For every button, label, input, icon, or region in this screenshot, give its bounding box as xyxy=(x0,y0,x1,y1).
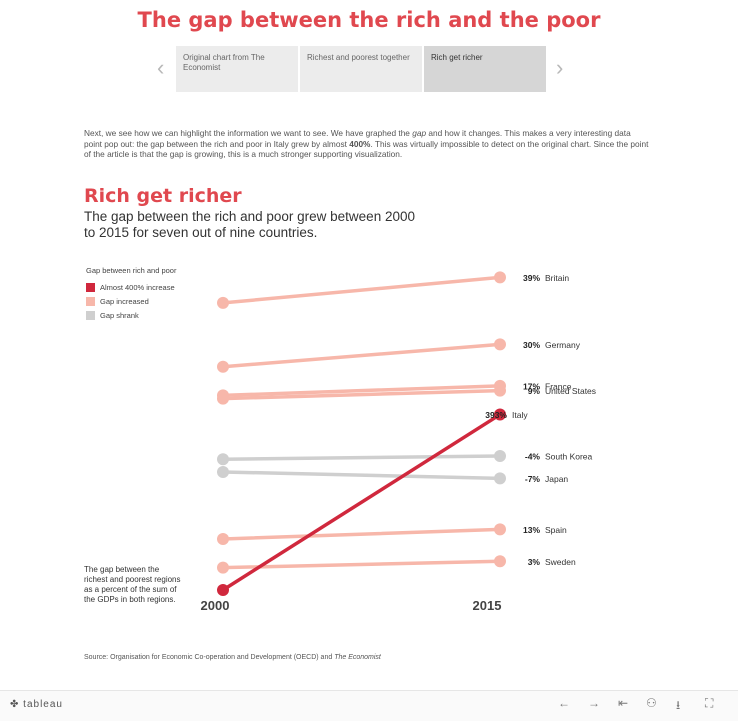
point-2015-sweden xyxy=(494,555,506,568)
legend-swatch-increased xyxy=(86,296,95,306)
change-label-united-states: 9% xyxy=(528,386,541,396)
country-label-france: France xyxy=(545,381,572,391)
point-2000-spain xyxy=(217,532,229,545)
country-label-japan: Japan xyxy=(545,474,568,484)
page-title: The gap between the rich and the poor xyxy=(137,8,601,32)
legend-swatch-increase-400 xyxy=(86,282,95,292)
slope-chart: 39% Britain 30% Germany 17% France 9% United St… xyxy=(201,271,596,613)
story-point-original[interactable]: Original chart from The Economist xyxy=(176,46,298,92)
country-label-spain: Spain xyxy=(545,525,567,535)
point-2015-germany xyxy=(494,338,506,351)
x-tick-label: 2015 xyxy=(473,598,502,613)
tableau-logo[interactable]: ✤ tableau xyxy=(10,699,63,710)
point-2015-united-states xyxy=(494,384,506,397)
intro-text-pct: 400% xyxy=(349,138,371,149)
tableau-toolbar: ✤ tableau ← → ⇤ ⚇ ⭳ ⛶ xyxy=(0,690,738,721)
source-italic: The Economist xyxy=(334,654,381,661)
series-line-south-korea xyxy=(221,454,502,461)
tableau-logo-icon: ✤ xyxy=(10,699,20,710)
source-text: Source: Organisation for Economic Co-ope… xyxy=(84,654,381,661)
series-line-spain xyxy=(221,527,502,541)
country-label-sweden: Sweden xyxy=(545,557,576,567)
series-line-france xyxy=(221,384,502,398)
revert-icon[interactable]: ⇤ xyxy=(618,696,629,710)
point-2000-south-korea xyxy=(217,453,229,466)
intro-text-part2: and how it changes. This makes a very in… xyxy=(84,128,631,149)
intro-text-part1: Next, we see how we can highlight the in… xyxy=(84,128,413,138)
legend-item[interactable]: Gap shrank xyxy=(86,308,176,322)
source-prefix: Source: Organisation for Economic Co-ope… xyxy=(84,654,335,661)
point-2000-japan xyxy=(217,465,229,478)
story-point-rich-get-richer[interactable]: Rich get richer xyxy=(424,46,546,92)
change-label-south-korea: -4% xyxy=(525,452,541,462)
country-label-italy: Italy xyxy=(512,410,528,420)
intro-text: Next, we see how we can highlight the in… xyxy=(84,128,650,160)
x-tick-label: 2000 xyxy=(201,598,230,613)
point-2015-britain xyxy=(494,271,506,284)
download-icon[interactable]: ⭳ xyxy=(676,698,681,712)
series-line-japan xyxy=(221,470,502,481)
series-line-italy xyxy=(221,412,502,592)
legend-item[interactable]: Gap increased xyxy=(86,294,176,308)
chart-title: Rich get richer xyxy=(84,185,242,207)
change-label-italy: 393% xyxy=(485,410,507,420)
change-label-france: 17% xyxy=(523,381,540,391)
country-label-south-korea: South Korea xyxy=(545,452,593,462)
intro-text-gap: gap xyxy=(412,128,427,138)
story-navigator: Original chart from The Economist Riches… xyxy=(176,46,546,92)
legend-item[interactable]: Almost 400% increase xyxy=(86,280,176,294)
change-label-sweden: 3% xyxy=(528,557,541,567)
series-line-britain xyxy=(221,275,502,305)
legend: Gap between rich and poor Almost 400% in… xyxy=(86,266,176,322)
series-line-united-states xyxy=(221,388,502,401)
point-2015-italy xyxy=(494,408,506,421)
point-2015-japan xyxy=(494,472,506,485)
country-label-united-states: United States xyxy=(545,386,596,396)
fullscreen-icon[interactable]: ⛶ xyxy=(705,696,714,710)
point-2015-spain xyxy=(494,523,506,536)
legend-swatch-shrank xyxy=(86,310,95,320)
point-2000-britain xyxy=(217,296,229,309)
point-2000-italy xyxy=(217,584,229,596)
chart-note: The gap between the richest and poorest … xyxy=(84,565,181,604)
point-2000-germany xyxy=(217,360,229,373)
story-point-together[interactable]: Richest and poorest together xyxy=(300,46,422,92)
story-next-arrow-icon[interactable]: › xyxy=(556,55,564,80)
point-2015-south-korea xyxy=(494,450,506,463)
country-label-germany: Germany xyxy=(545,340,581,350)
legend-label: Almost 400% increase xyxy=(100,282,175,292)
story-prev-arrow-icon[interactable]: ‹ xyxy=(157,55,165,80)
point-2000-sweden xyxy=(217,561,229,574)
share-icon[interactable]: ⚇ xyxy=(646,696,657,710)
point-2000-united-states xyxy=(217,392,229,405)
legend-label: Gap increased xyxy=(100,296,149,306)
redo-icon[interactable]: → xyxy=(588,696,600,710)
series-line-germany xyxy=(221,342,502,369)
legend-label: Gap shrank xyxy=(100,310,139,320)
change-label-japan: -7% xyxy=(525,474,541,484)
series-line-sweden xyxy=(221,559,502,570)
chart-subtitle: The gap between the rich and poor grew b… xyxy=(84,209,415,240)
change-label-spain: 13% xyxy=(523,525,540,535)
intro-text-part3: . This was virtually impossible to detec… xyxy=(84,138,649,160)
legend-title: Gap between rich and poor xyxy=(86,266,177,275)
country-label-britain: Britain xyxy=(545,273,569,283)
tableau-brand-text: tableau xyxy=(23,699,63,710)
change-label-britain: 39% xyxy=(523,273,540,283)
change-label-germany: 30% xyxy=(523,340,540,350)
undo-icon[interactable]: ← xyxy=(558,696,570,710)
